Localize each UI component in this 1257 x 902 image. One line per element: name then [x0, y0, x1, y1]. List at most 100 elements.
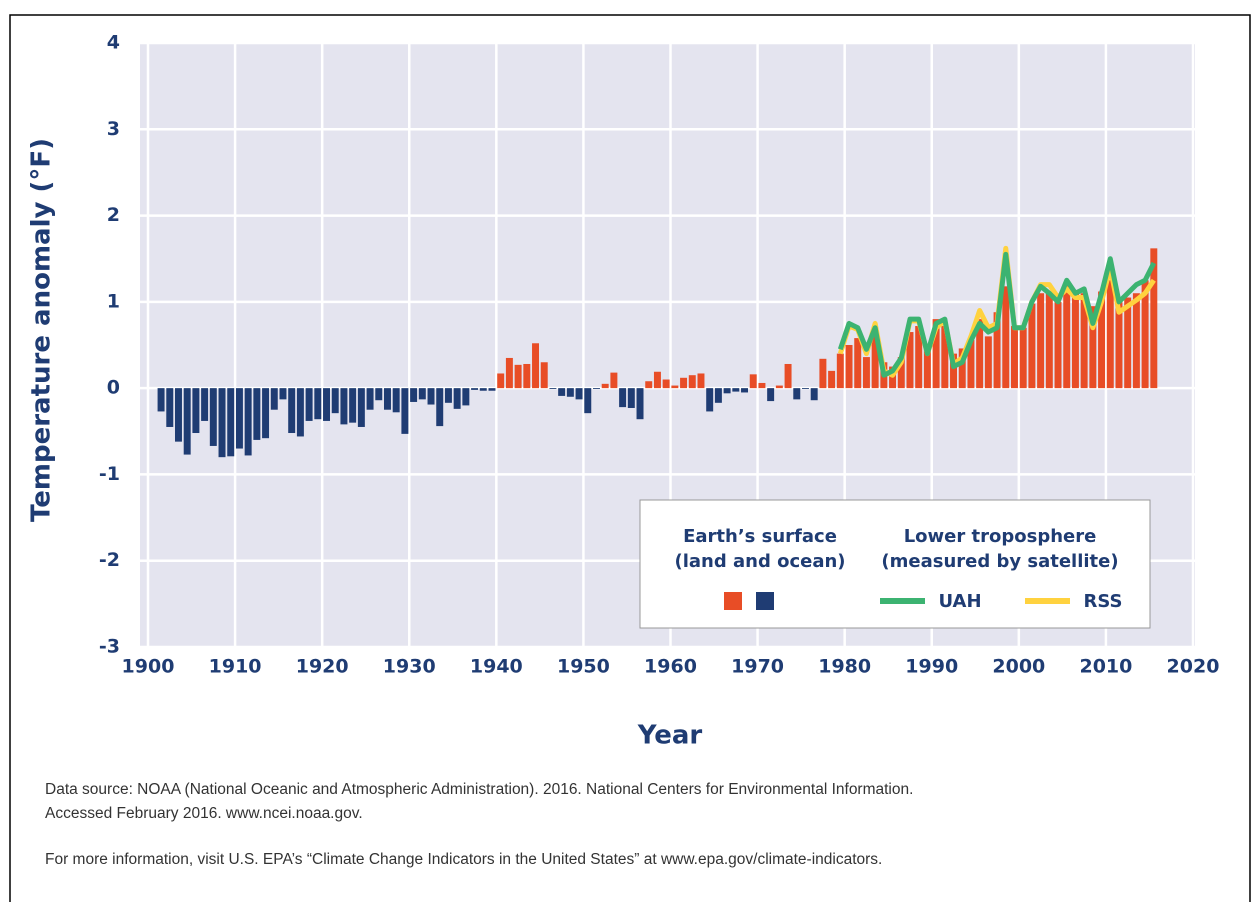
bar — [671, 385, 679, 389]
y-tick-label: 4 — [107, 32, 120, 54]
bar — [854, 338, 862, 389]
bar — [340, 388, 348, 425]
bar — [314, 388, 322, 420]
bar — [801, 388, 809, 390]
bar — [775, 385, 783, 389]
bar — [401, 388, 409, 434]
bar — [1037, 293, 1045, 389]
bar — [967, 339, 975, 389]
legend-title: Earth’s surface — [683, 526, 837, 547]
bar — [366, 388, 374, 410]
bar — [758, 382, 766, 389]
bar — [349, 388, 357, 423]
x-tick-label: 2020 — [1167, 656, 1220, 678]
bar — [950, 353, 958, 389]
bar — [1150, 248, 1158, 389]
y-tick-label: 3 — [107, 118, 120, 140]
bar — [767, 388, 775, 402]
bar — [932, 319, 940, 389]
bar — [166, 388, 174, 427]
bar — [741, 388, 749, 393]
bar — [453, 388, 461, 409]
bar — [540, 362, 548, 389]
bar — [1124, 297, 1132, 389]
bar — [575, 388, 583, 400]
bar — [897, 357, 905, 389]
frame — [9, 14, 1251, 902]
bar — [653, 371, 661, 389]
bar — [392, 388, 400, 413]
line — [837, 251, 1157, 378]
bar — [209, 388, 217, 446]
legend-title: (land and ocean) — [674, 551, 845, 572]
x-tick-label: 1970 — [731, 656, 784, 678]
bar — [427, 388, 435, 405]
legend-title: (measured by satellite) — [881, 551, 1118, 572]
bar — [915, 326, 923, 389]
bar — [1063, 284, 1071, 389]
bar — [1028, 303, 1036, 389]
bar — [253, 388, 261, 440]
bar — [688, 375, 696, 389]
bar — [601, 383, 609, 389]
bar — [305, 388, 313, 421]
bar — [1054, 301, 1062, 389]
x-tick-label: 1990 — [905, 656, 958, 678]
bar — [532, 343, 540, 389]
bar — [714, 388, 722, 403]
y-tick-label: 2 — [107, 204, 120, 226]
bar — [471, 388, 479, 390]
bar — [984, 336, 992, 389]
x-tick-label: 1920 — [296, 656, 349, 678]
bar — [1010, 326, 1018, 389]
legend-label: RSS — [1084, 591, 1123, 612]
bar — [810, 388, 818, 401]
x-tick-label: 1940 — [470, 656, 523, 678]
bar — [244, 388, 252, 456]
bar — [749, 374, 757, 389]
x-tick-label: 1960 — [644, 656, 697, 678]
bar — [793, 388, 801, 400]
bar — [1080, 293, 1088, 389]
bar — [828, 370, 836, 389]
bar — [680, 377, 688, 389]
bar — [610, 372, 618, 389]
bar — [662, 379, 670, 389]
bar — [558, 388, 566, 396]
bar — [784, 363, 792, 389]
bar — [636, 388, 644, 420]
bar — [296, 388, 304, 437]
bar — [1071, 293, 1079, 389]
note: For more information, visit U.S. EPA’s “… — [45, 851, 882, 868]
bar — [262, 388, 270, 439]
bar — [235, 388, 243, 449]
bar — [645, 381, 653, 389]
bar — [723, 388, 731, 394]
bar — [1132, 293, 1140, 389]
y-axis-label: Temperature anomaly (°F) — [27, 138, 57, 522]
bar — [836, 353, 844, 389]
x-tick-label: 1900 — [122, 656, 175, 678]
bar — [1141, 280, 1149, 389]
note: Data source: NOAA (National Oceanic and … — [45, 781, 913, 798]
x-tick-label: 1910 — [209, 656, 262, 678]
bar — [871, 336, 879, 389]
y-tick-label: -3 — [99, 636, 120, 658]
bar — [436, 388, 444, 427]
legend-title: Lower troposphere — [904, 526, 1097, 547]
bar — [201, 388, 209, 421]
bar — [375, 388, 383, 401]
bar — [410, 388, 418, 402]
bar — [444, 388, 452, 403]
bar — [697, 373, 705, 389]
bar — [183, 388, 191, 455]
x-tick-label: 2010 — [1079, 656, 1132, 678]
x-tick-label: 1930 — [383, 656, 436, 678]
y-tick-label: 1 — [107, 290, 120, 312]
bar — [462, 388, 470, 406]
bar — [923, 349, 931, 389]
bar — [592, 388, 600, 390]
bar — [523, 363, 531, 389]
bar — [906, 332, 914, 389]
